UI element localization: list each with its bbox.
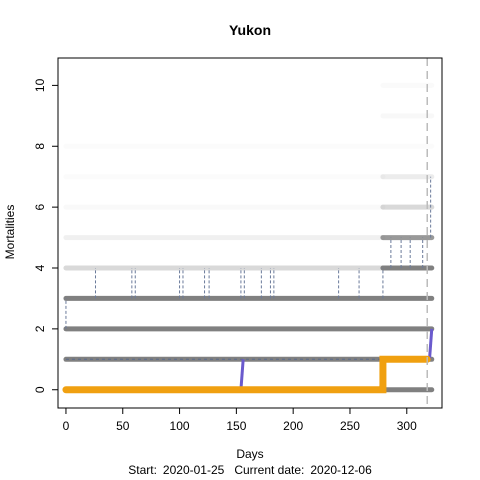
y-tick-label: 4 (33, 264, 47, 271)
x-tick-label: 100 (170, 419, 190, 433)
mortality-bands (63, 82, 435, 393)
x-tick-label: 300 (397, 419, 417, 433)
plot-frame (57, 57, 443, 409)
x-axis: 0 50 100 150 200 250 300 (63, 408, 417, 433)
chart-footer: Start: 2020-01-25 Current date: 2020-12-06 (128, 463, 372, 477)
y-tick-label: 6 (33, 203, 47, 210)
footer-current-label: Current date: (234, 463, 304, 477)
y-tick-label: 10 (33, 78, 47, 92)
x-tick-label: 200 (283, 419, 303, 433)
footer-start-label: Start: (128, 463, 157, 477)
footer-start-date: 2020-01-25 (163, 463, 225, 477)
purple-segment (428, 328, 434, 360)
series-line (62, 355, 431, 394)
footer-current-date: 2020-12-06 (310, 463, 372, 477)
x-tick-label: 150 (226, 419, 246, 433)
dashed-jumps (65, 176, 432, 360)
y-tick-label: 0 (33, 386, 47, 393)
x-tick-label: 0 (63, 419, 70, 433)
x-tick-label: 50 (116, 419, 130, 433)
x-axis-label: Days (236, 447, 263, 461)
purple-segment (239, 359, 245, 390)
y-axis-label: Mortalities (3, 205, 17, 260)
x-tick-label: 250 (340, 419, 360, 433)
series-lines (62, 328, 434, 394)
y-axis: 0 2 4 6 8 10 (33, 78, 58, 393)
y-tick-label: 2 (33, 325, 47, 332)
chart-title: Yukon (229, 22, 271, 38)
y-tick-label: 8 (33, 143, 47, 150)
